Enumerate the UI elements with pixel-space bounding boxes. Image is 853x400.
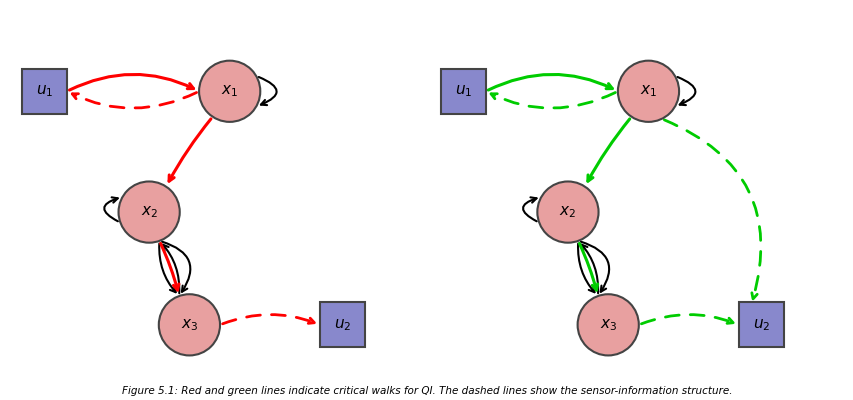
Text: $u_2$: $u_2$ [334, 317, 351, 333]
Text: $x_1$: $x_1$ [221, 84, 238, 99]
Circle shape [159, 294, 220, 356]
FancyBboxPatch shape [320, 302, 364, 347]
FancyBboxPatch shape [22, 69, 67, 114]
Circle shape [577, 294, 638, 356]
Text: $x_3$: $x_3$ [599, 317, 616, 333]
Circle shape [537, 182, 598, 243]
Text: $u_2$: $u_2$ [751, 317, 769, 333]
Circle shape [618, 61, 678, 122]
Text: $u_1$: $u_1$ [36, 84, 53, 99]
Text: $x_3$: $x_3$ [181, 317, 198, 333]
Text: $x_1$: $x_1$ [639, 84, 656, 99]
FancyBboxPatch shape [738, 302, 783, 347]
Text: Figure 5.1: Red and green lines indicate critical walks for QI. The dashed lines: Figure 5.1: Red and green lines indicate… [122, 386, 731, 396]
Text: $u_1$: $u_1$ [454, 84, 472, 99]
Text: $x_2$: $x_2$ [141, 204, 158, 220]
Circle shape [199, 61, 260, 122]
Circle shape [119, 182, 179, 243]
Text: $x_2$: $x_2$ [559, 204, 576, 220]
FancyBboxPatch shape [440, 69, 485, 114]
